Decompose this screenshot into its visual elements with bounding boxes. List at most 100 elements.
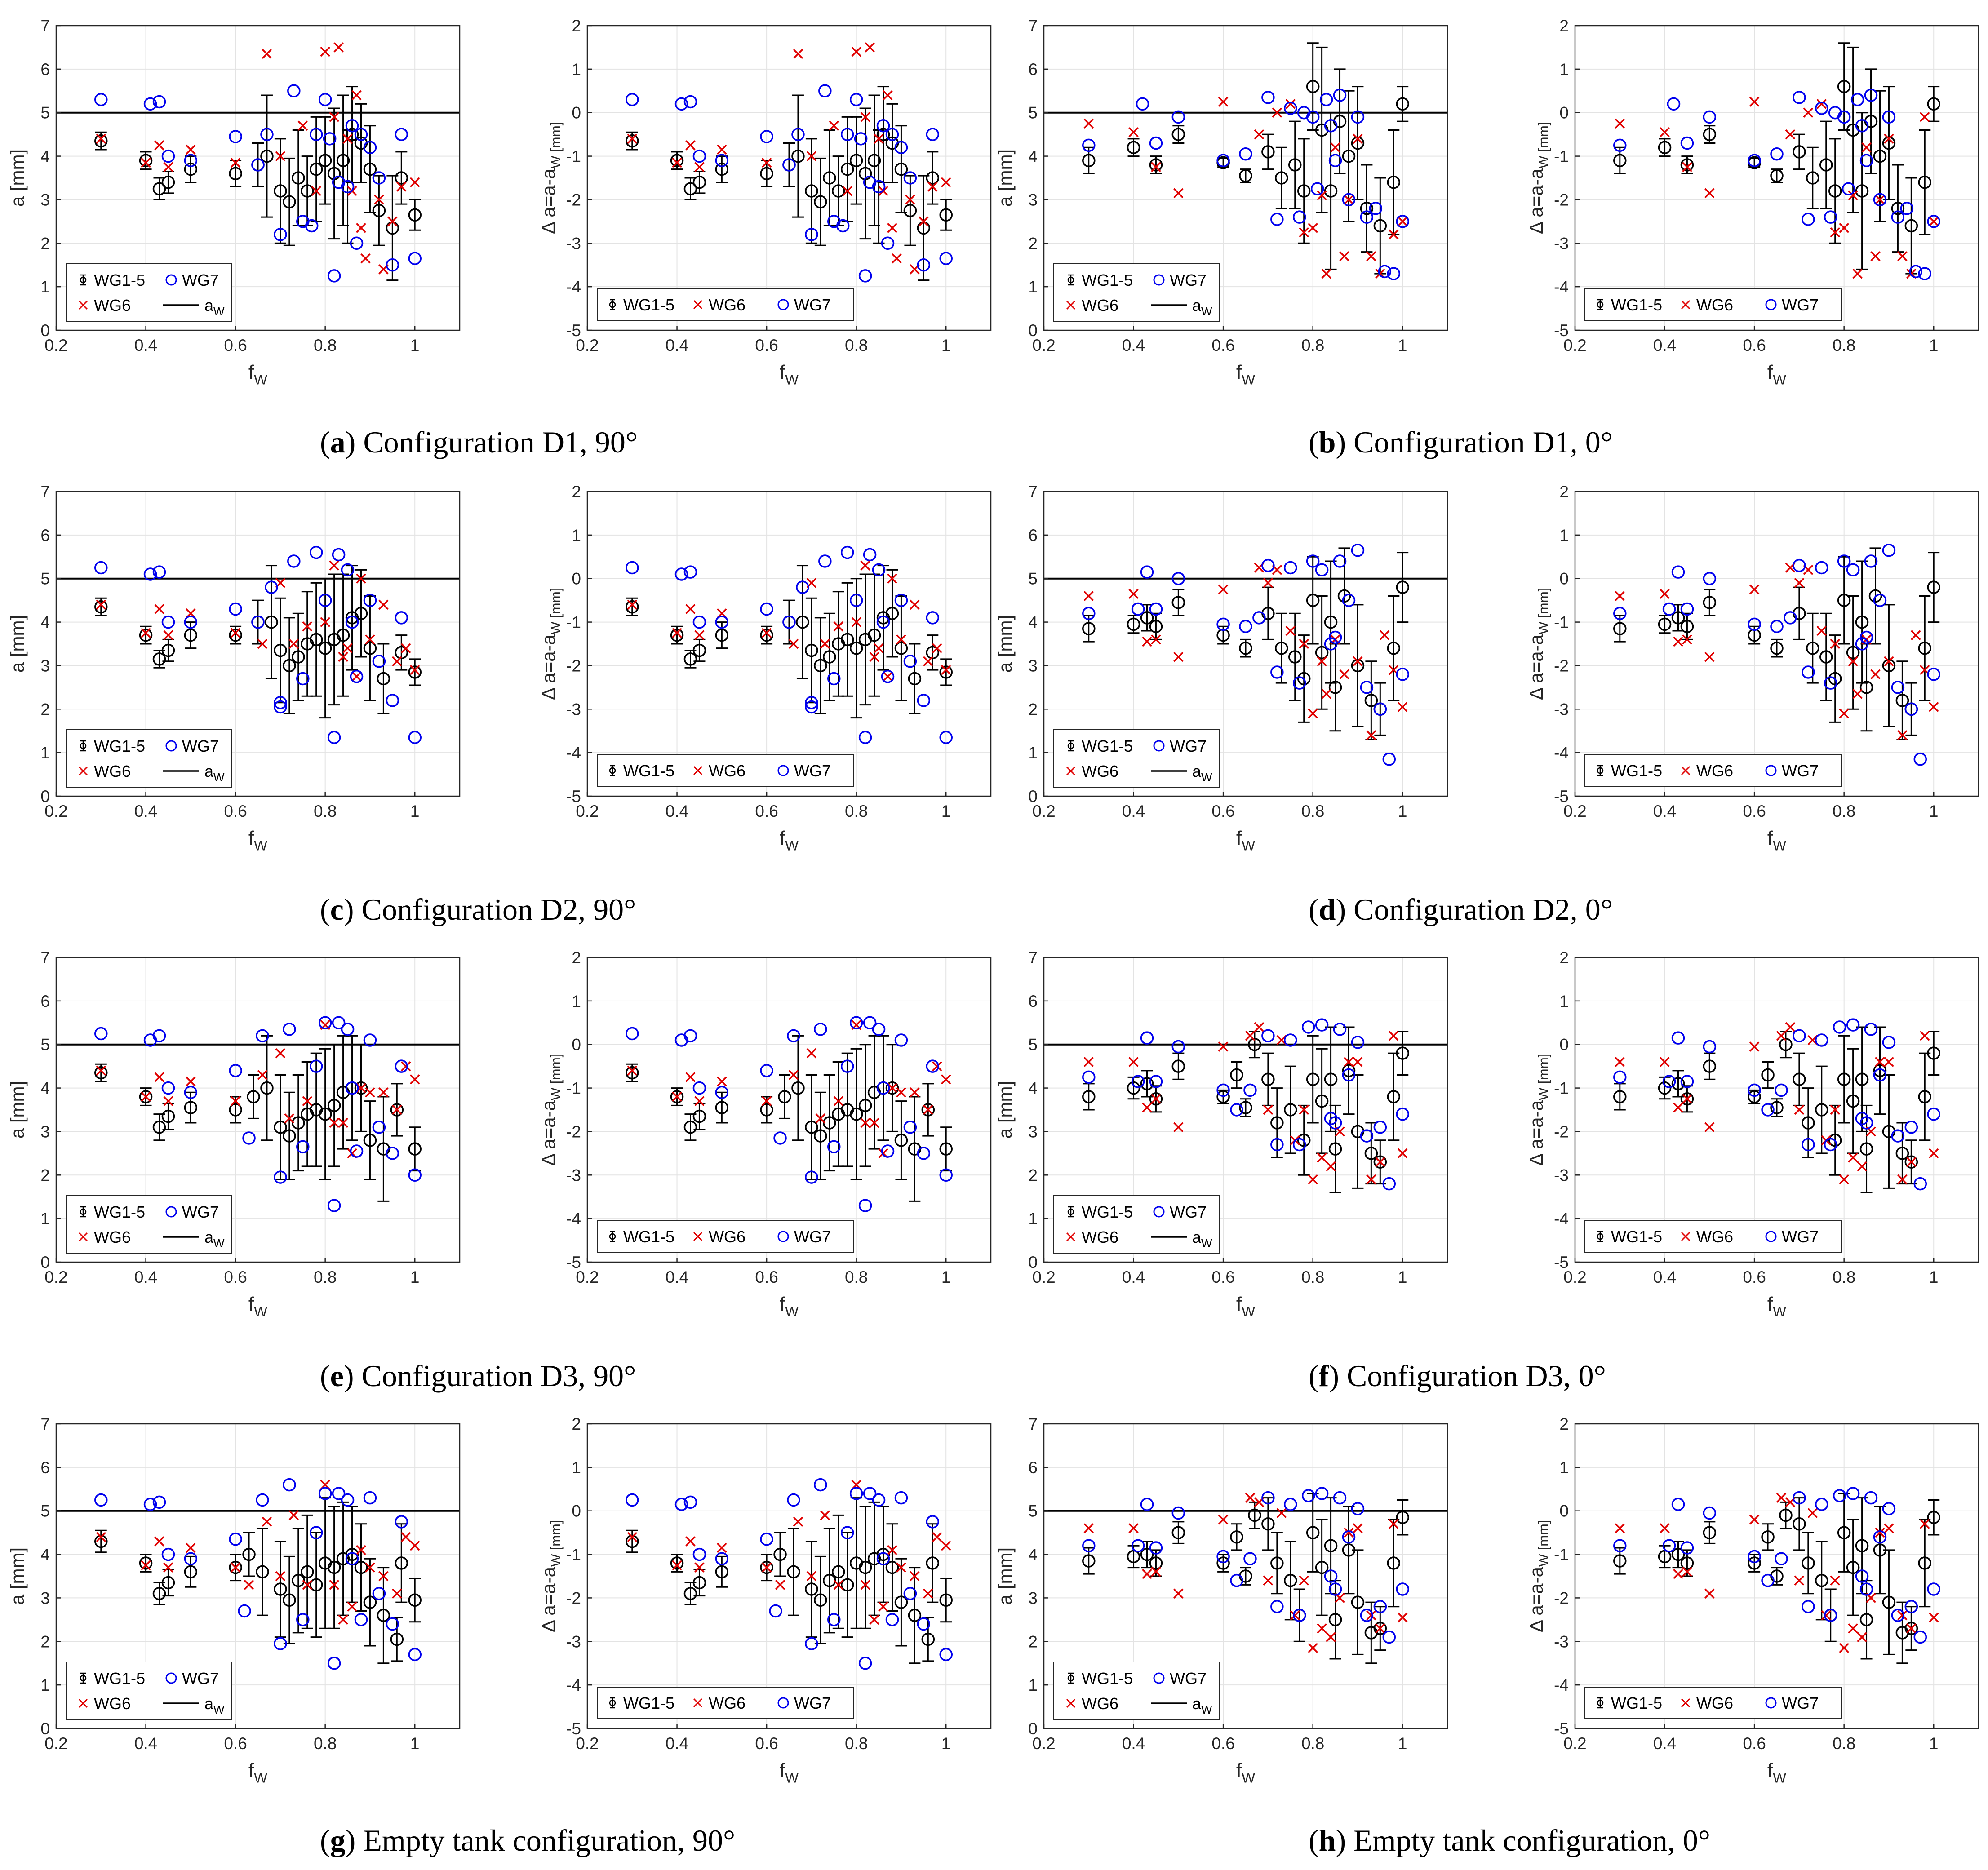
point-wg1-5	[139, 628, 153, 642]
point-wg6	[1749, 97, 1760, 107]
point-wg6-b	[1083, 118, 1094, 129]
series-WG6	[96, 42, 420, 275]
tick-label-y: -2	[1554, 191, 1569, 209]
point-wg7	[1918, 267, 1932, 280]
point-wg6	[275, 1571, 286, 1582]
point-wg7	[1284, 102, 1297, 115]
point-wg1-5	[274, 1582, 287, 1596]
point-wg6-b	[1870, 251, 1881, 261]
tick-label-y: 1	[572, 60, 581, 79]
point-wg1-5	[152, 652, 166, 666]
errorbar	[693, 1569, 706, 1597]
point-wg6	[302, 1580, 312, 1590]
point-wg6	[1142, 636, 1152, 647]
point-wg1-5	[354, 1081, 368, 1095]
point-wg1-5	[692, 1109, 706, 1123]
point-wg7	[1855, 119, 1869, 133]
point-wg7	[1270, 213, 1284, 226]
tick-label-x: 0.8	[314, 1734, 337, 1753]
point-wg6	[1682, 162, 1692, 173]
legend-box	[1053, 263, 1220, 322]
point-wg6	[842, 186, 852, 196]
legend-label-WG1-5: WG1-5	[94, 1203, 145, 1221]
point-wg7	[926, 611, 940, 625]
point-wg6	[851, 617, 861, 627]
point-wg1-5	[363, 641, 377, 655]
point-wg7	[876, 615, 890, 629]
point-wg7	[939, 731, 953, 744]
point-wg6	[163, 630, 173, 640]
errorbar	[1388, 595, 1400, 701]
point-wg7	[1904, 702, 1918, 716]
point-wg6	[1816, 99, 1827, 109]
point-wg7	[1802, 665, 1815, 679]
errorbar	[859, 1506, 871, 1629]
point-wg7	[805, 700, 818, 714]
point-wg7	[1864, 1491, 1878, 1505]
point-wg6	[230, 628, 241, 638]
x-axis-label: fW	[1236, 1759, 1255, 1786]
tick-label-y: 0	[1028, 1253, 1038, 1272]
legend-symbol-WG7-circle	[1765, 765, 1777, 776]
point-wg1-5	[1297, 672, 1311, 686]
series-WG7	[626, 84, 953, 283]
point-wg6-b	[1794, 578, 1805, 588]
point-wg6	[1906, 1623, 1917, 1634]
tick-label-x: 0.8	[1833, 1734, 1855, 1753]
point-wg1-5	[760, 1103, 773, 1117]
point-wg1-5	[1658, 617, 1672, 631]
point-wg1-5	[363, 162, 377, 176]
point-wg6	[1218, 1514, 1229, 1525]
point-wg1-5	[715, 1101, 729, 1114]
legend-symbol-WG7-circle	[165, 1672, 177, 1684]
point-wg6-b	[1339, 251, 1349, 261]
point-wg6-b	[941, 1074, 951, 1085]
point-wg1-5	[849, 641, 863, 655]
point-wg7	[309, 128, 323, 141]
legend-label-WG7: WG7	[1782, 1694, 1819, 1712]
caption-g: (g) Empty tank configuration, 90°	[320, 1823, 736, 1857]
axes-box	[586, 1423, 992, 1729]
errorbar	[261, 1035, 273, 1141]
point-wg6-b	[627, 1532, 638, 1542]
tick-label-y: 2	[1559, 17, 1569, 35]
point-wg7	[903, 171, 917, 185]
legend-box	[1053, 729, 1220, 788]
errorbar	[248, 1074, 260, 1119]
tick-label-y: 1	[1028, 278, 1038, 296]
point-wg1-5	[626, 134, 639, 148]
point-wg6-b	[1848, 656, 1858, 666]
point-wg1-5	[832, 1565, 845, 1579]
tick-label-x: 1	[941, 1268, 951, 1286]
point-wg1-5	[1306, 80, 1320, 93]
point-wg6	[356, 573, 366, 584]
axes-box	[1574, 25, 1979, 331]
point-wg1-5	[1351, 136, 1365, 150]
point-wg6	[923, 1104, 933, 1115]
point-wg6	[1884, 1057, 1894, 1067]
point-wg6-b	[910, 1087, 920, 1098]
point-wg7	[1292, 1138, 1306, 1152]
y-axis-label: a [mm]	[7, 1081, 28, 1139]
legend-symbol-WG6-b	[78, 766, 88, 776]
point-wg7	[296, 672, 310, 686]
legend-symbol-WG1-5-circle	[609, 1699, 616, 1706]
point-wg1-5	[354, 1560, 368, 1574]
point-wg1-5	[336, 628, 350, 642]
point-wg6-b	[351, 671, 362, 682]
errorbar	[927, 151, 939, 205]
point-wg6-b	[896, 1562, 906, 1573]
point-wg7	[872, 180, 886, 194]
point-wg1-5	[318, 1107, 332, 1121]
series-WG1-5	[94, 1497, 422, 1664]
errorbar	[940, 199, 952, 231]
point-wg6	[1245, 1493, 1256, 1503]
point-wg6-b	[874, 133, 884, 144]
point-wg1-5	[184, 1101, 198, 1114]
point-wg6	[154, 1072, 164, 1082]
point-wg6	[896, 634, 906, 645]
point-wg6	[1794, 1575, 1805, 1586]
point-wg7	[1927, 1107, 1940, 1121]
point-wg6-b	[1673, 1569, 1683, 1579]
point-wg1-5	[229, 628, 242, 642]
